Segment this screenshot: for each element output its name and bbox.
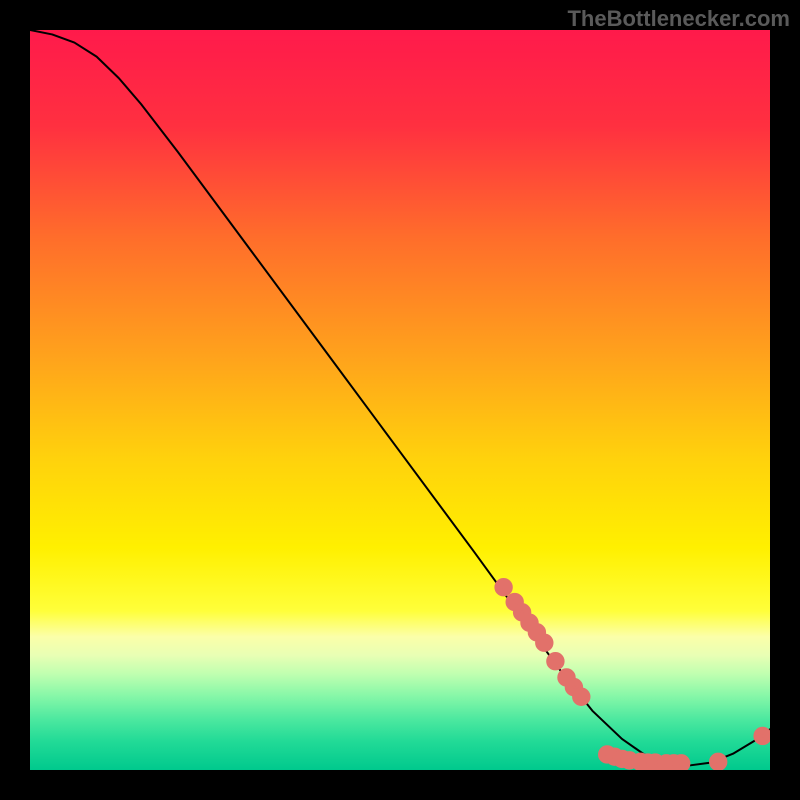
- data-marker: [550, 656, 561, 667]
- chart-stage: TheBottlenecker.com: [0, 0, 800, 800]
- bottleneck-curve: [30, 30, 770, 766]
- data-marker: [576, 691, 587, 702]
- data-marker: [498, 582, 509, 593]
- data-marker: [713, 756, 724, 767]
- watermark-text: TheBottlenecker.com: [567, 6, 790, 32]
- data-marker: [757, 730, 768, 741]
- data-marker: [539, 637, 550, 648]
- data-marker: [676, 758, 687, 769]
- marker-group: [498, 582, 768, 769]
- chart-svg: [30, 30, 770, 770]
- plot-panel: [30, 30, 770, 770]
